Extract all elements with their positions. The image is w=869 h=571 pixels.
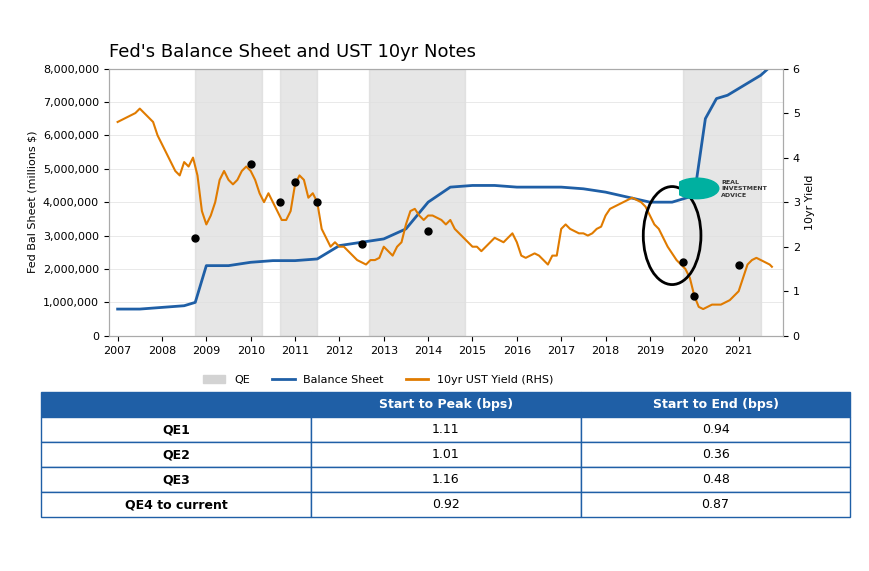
Y-axis label: Fed Bal Sheet (millions $): Fed Bal Sheet (millions $) (27, 131, 37, 274)
Legend: QE, Balance Sheet, 10yr UST Yield (RHS): QE, Balance Sheet, 10yr UST Yield (RHS) (199, 370, 557, 389)
Text: Fed's Balance Sheet and UST 10yr Notes: Fed's Balance Sheet and UST 10yr Notes (109, 43, 475, 62)
Circle shape (674, 178, 718, 199)
Y-axis label: 10yr Yield: 10yr Yield (805, 175, 814, 230)
Bar (195, 69, 262, 336)
Bar (280, 69, 317, 336)
Bar (682, 69, 760, 336)
Bar (368, 69, 464, 336)
Text: REAL
INVESTMENT
ADVICE: REAL INVESTMENT ADVICE (720, 180, 766, 198)
